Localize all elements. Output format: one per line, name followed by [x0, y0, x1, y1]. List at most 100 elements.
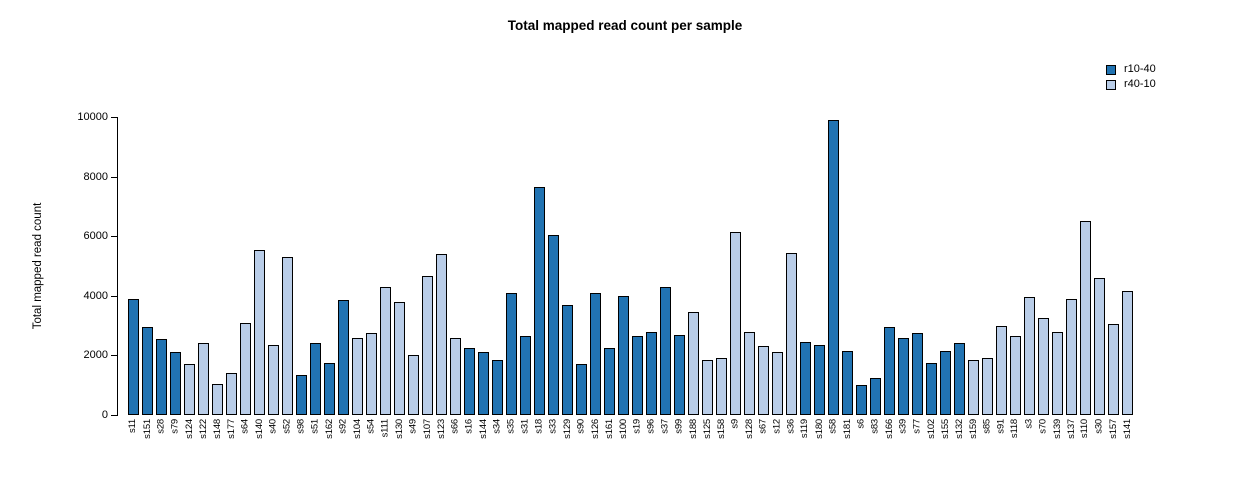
x-axis-label-s137: s137 — [1065, 419, 1077, 439]
bar-s188 — [688, 312, 699, 415]
bar-s128 — [744, 332, 755, 415]
bar-s90 — [576, 364, 587, 415]
bar-s139 — [1052, 332, 1063, 415]
bar-s125 — [702, 360, 713, 415]
legend-label-r40-10: r40-10 — [1124, 78, 1156, 90]
x-axis-label-s39: s39 — [897, 419, 909, 434]
bar-s6 — [856, 385, 867, 415]
x-axis-label-s9: s9 — [729, 419, 741, 429]
bar-s58 — [828, 120, 839, 415]
bar-s107 — [422, 276, 433, 415]
x-axis-label-s36: s36 — [785, 419, 797, 434]
x-axis-label-s162: s162 — [323, 419, 335, 439]
x-axis-label-s166: s166 — [883, 419, 895, 439]
x-axis-label-s125: s125 — [701, 419, 713, 439]
x-axis-label-s3: s3 — [1023, 419, 1035, 429]
x-axis-label-s79: s79 — [169, 419, 181, 434]
bar-s28 — [156, 339, 167, 415]
bar-s92 — [338, 300, 349, 415]
bar-s159 — [968, 360, 979, 415]
x-axis-label-s30: s30 — [1093, 419, 1105, 434]
bar-s98 — [296, 375, 307, 415]
bar-s18 — [534, 187, 545, 415]
x-axis-label-s67: s67 — [757, 419, 769, 434]
x-axis-label-s12: s12 — [771, 419, 783, 434]
bar-s99 — [674, 335, 685, 415]
x-axis-label-s181: s181 — [841, 419, 853, 439]
bar-s177 — [226, 373, 237, 415]
bar-s118 — [1010, 336, 1021, 415]
bar-s34 — [492, 360, 503, 415]
x-axis-label-s161: s161 — [603, 419, 615, 439]
bar-s35 — [506, 293, 517, 415]
bar-s67 — [758, 346, 769, 415]
bar-s166 — [884, 327, 895, 415]
x-axis-label-s130: s130 — [393, 419, 405, 439]
x-axis-label-s122: s122 — [197, 419, 209, 439]
x-axis-label-s90: s90 — [575, 419, 587, 434]
x-axis-label-s118: s118 — [1009, 419, 1021, 439]
bar-s66 — [450, 338, 461, 415]
legend: r10-40 r40-10 — [1106, 62, 1156, 92]
bar-s126 — [590, 293, 601, 415]
bar-s161 — [604, 348, 615, 415]
x-axis-label-s110: s110 — [1079, 419, 1091, 439]
bar-s40 — [268, 345, 279, 415]
x-axis-label-s66: s66 — [449, 419, 461, 434]
bar-s111 — [380, 287, 391, 415]
bar-s110 — [1080, 221, 1091, 415]
bar-s70 — [1038, 318, 1049, 415]
x-axis-label-s139: s139 — [1051, 419, 1063, 439]
x-axis-label-s129: s129 — [561, 419, 573, 439]
x-axis-label-s52: s52 — [281, 419, 293, 434]
y-axis-tick-label: 0 — [101, 409, 108, 421]
x-axis-label-s16: s16 — [463, 419, 475, 434]
x-axis-label-s100: s100 — [617, 419, 629, 439]
bar-s16 — [464, 348, 475, 415]
y-axis-tick — [111, 355, 117, 357]
bar-s51 — [310, 343, 321, 415]
y-axis-title: Total mapped read count — [32, 202, 44, 330]
x-axis-label-s51: s51 — [309, 419, 321, 434]
x-axis-label-s99: s99 — [673, 419, 685, 434]
bar-s123 — [436, 254, 447, 415]
bar-s79 — [170, 352, 181, 415]
bar-s39 — [898, 338, 909, 415]
y-axis-tick-label: 2000 — [83, 349, 108, 362]
x-axis-label-s102: s102 — [925, 419, 937, 439]
legend-entry-r40-10: r40-10 — [1106, 77, 1156, 92]
y-axis-tick-label: 8000 — [83, 170, 108, 183]
bar-s151 — [142, 327, 153, 415]
bar-s100 — [618, 296, 629, 415]
bar-s180 — [814, 345, 825, 415]
y-axis-tick-label: 4000 — [83, 289, 108, 302]
bar-s129 — [562, 305, 573, 415]
bar-s144 — [478, 352, 489, 415]
bar-s19 — [632, 336, 643, 415]
x-axis-label-s144: s144 — [477, 419, 489, 439]
legend-swatch-r40-10 — [1106, 79, 1116, 90]
x-axis-label-s58: s58 — [827, 419, 839, 434]
bar-s83 — [870, 378, 881, 415]
x-axis-label-s64: s64 — [239, 419, 251, 434]
x-axis-label-s119: s119 — [799, 419, 811, 439]
bar-s64 — [240, 323, 251, 415]
x-axis-label-s92: s92 — [337, 419, 349, 434]
bar-s3 — [1024, 297, 1035, 415]
bar-s54 — [366, 333, 377, 415]
y-axis-tick — [111, 176, 117, 178]
bar-s9 — [730, 232, 741, 415]
chart-title: Total mapped read count per sample — [507, 18, 743, 33]
bar-s31 — [520, 336, 531, 415]
bar-s77 — [912, 333, 923, 415]
x-axis-label-s34: s34 — [491, 419, 503, 434]
legend-entry-r10-40: r10-40 — [1106, 62, 1156, 77]
x-axis-label-s11: s11 — [127, 419, 139, 434]
x-axis-label-s54: s54 — [365, 419, 377, 434]
x-axis-label-s158: s158 — [715, 419, 727, 439]
x-axis-label-s35: s35 — [505, 419, 517, 434]
bar-s181 — [842, 351, 853, 415]
bar-s37 — [660, 287, 671, 415]
x-axis-label-s96: s96 — [645, 419, 657, 434]
x-axis-label-s6: s6 — [855, 419, 867, 429]
